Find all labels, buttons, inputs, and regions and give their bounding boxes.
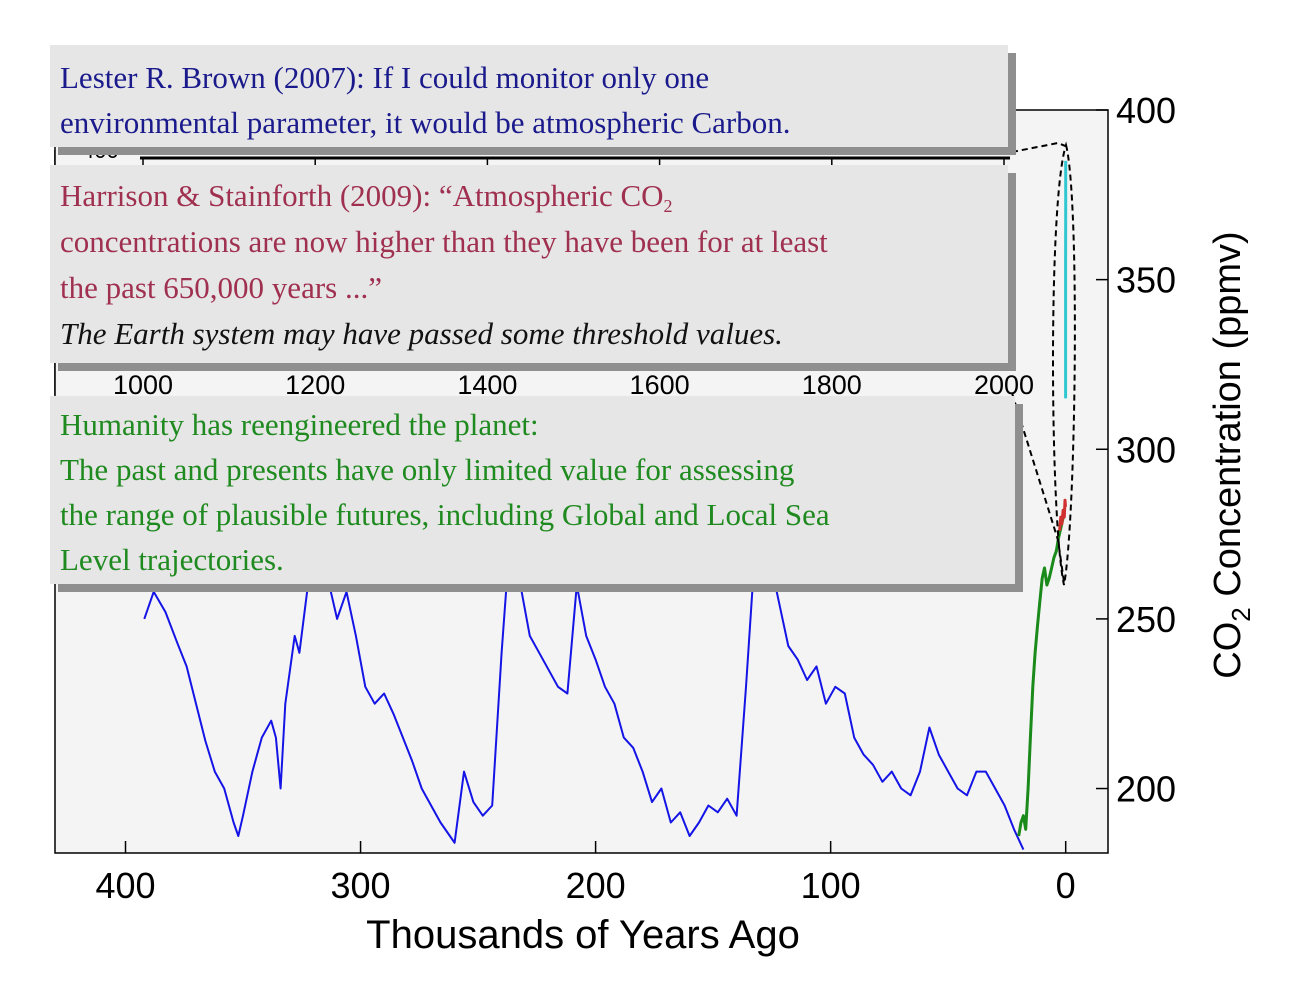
quote-brown-line2: environmental parameter, it would be atm… [60, 105, 791, 140]
x-tick-label: 400 [95, 865, 155, 906]
note-humanity-line4: Level trajectories. [60, 542, 284, 577]
zoom-connector-bottom [1011, 392, 1065, 583]
inset-x-tick-label: 2000 [974, 370, 1034, 400]
y-tick-label: 200 [1116, 769, 1176, 810]
quote-harrison: Harrison & Stainforth (2009): “Atmospher… [50, 165, 1008, 363]
series-line-law-dome [1058, 498, 1067, 531]
inset-x-tick-label: 1800 [802, 370, 862, 400]
quote-harrison-line1-text: Harrison & Stainforth (2009): “Atmospher… [60, 178, 664, 213]
quote-harrison-co2-subscript: 2 [663, 196, 673, 216]
x-axis-label: Thousands of Years Ago [366, 913, 800, 957]
quote-harrison-line1: Harrison & Stainforth (2009): “Atmospher… [60, 173, 1008, 219]
inset-x-tick-label: 1600 [630, 370, 690, 400]
series-layer [143, 160, 1068, 851]
y-axis-label-co: CO [1207, 622, 1249, 679]
y-tick-label: 400 [1116, 90, 1176, 131]
y-axis-label: CO2 Concentration (ppmv) [1207, 231, 1256, 678]
zoom-connector-top [1011, 141, 1069, 153]
x-tick-label: 100 [801, 865, 861, 906]
y-axis-label-rest: Concentration (ppmv) [1207, 231, 1249, 607]
inset-x-tick-label: 1000 [113, 370, 173, 400]
x-tick-label: 200 [566, 865, 626, 906]
quote-brown-line1: Lester R. Brown (2007): If I could monit… [60, 60, 710, 95]
inset-x-tick-label: 1400 [457, 370, 517, 400]
y-axis-label-sub: 2 [1226, 607, 1256, 621]
quote-brown: Lester R. Brown (2007): If I could monit… [50, 45, 1008, 147]
inset-x-ticks: 1000 1200 1400 1600 1800 2000 [113, 158, 1034, 400]
note-humanity-line2: The past and presents have only limited … [60, 452, 795, 487]
quote-harrison-line3: the past 650,000 years ...” [60, 270, 382, 305]
y-tick-label: 350 [1116, 260, 1176, 301]
y-tick-label: 250 [1116, 599, 1176, 640]
quote-harrison-line4: The Earth system may have passed some th… [60, 316, 783, 351]
quote-harrison-line2: concentrations are now higher than they … [60, 224, 828, 259]
series-line-dome-c-ice-core [1017, 516, 1065, 837]
note-humanity-line3: the range of plausible futures, includin… [60, 497, 830, 532]
note-humanity-line1: Humanity has reengineered the planet: [60, 407, 539, 442]
series-line-vostok-ice-core [143, 509, 1025, 851]
zoom-ellipse [1052, 141, 1076, 586]
y-tick-label: 300 [1116, 429, 1176, 470]
inset-x-tick-label: 1200 [285, 370, 345, 400]
note-humanity: Humanity has reengineered the planet: Th… [50, 396, 1015, 584]
x-tick-label: 0 [1056, 865, 1076, 906]
x-tick-label: 300 [331, 865, 391, 906]
